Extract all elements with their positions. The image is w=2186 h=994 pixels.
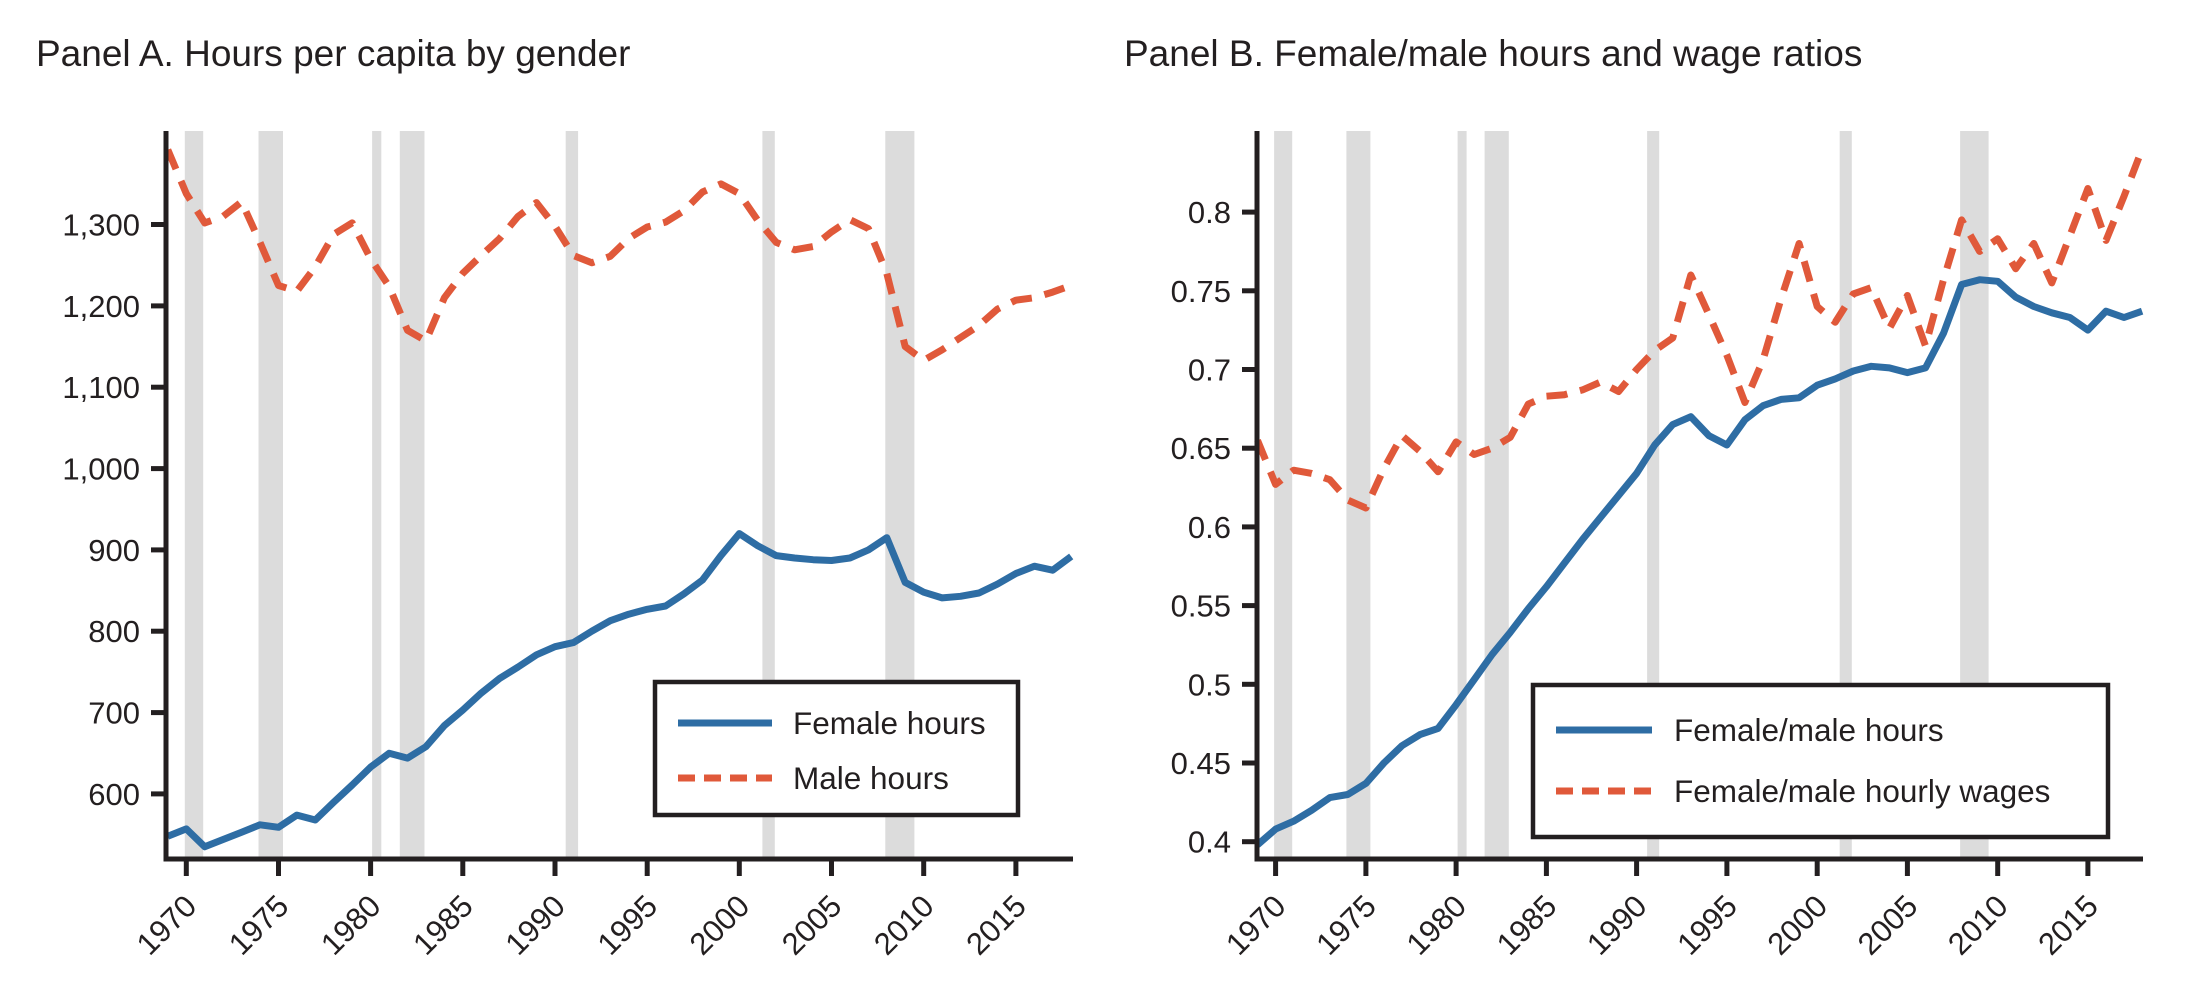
recession-band: [184, 131, 204, 859]
legend-label: Male hours: [793, 760, 949, 796]
recession-band: [1484, 131, 1509, 859]
x-tick-label: 1985: [406, 888, 480, 962]
legend-label: Female/male hours: [1674, 712, 1944, 748]
recession-band: [1346, 131, 1371, 859]
y-tick-label: 1,200: [62, 289, 140, 324]
recession-band: [1647, 131, 1660, 859]
x-tick-label: 1975: [1309, 888, 1383, 962]
y-tick-label: 1,000: [62, 452, 140, 487]
x-tick-label: 1980: [314, 888, 388, 962]
y-tick-label: 800: [88, 614, 140, 649]
recession-band: [1457, 131, 1467, 859]
y-tick-label: 900: [88, 533, 140, 568]
y-tick-label: 0.6: [1188, 510, 1231, 545]
y-tick-label: 1,300: [62, 208, 140, 243]
panel-a-legend: Female hours Male hours: [652, 679, 1021, 818]
y-tick-label: 700: [88, 696, 140, 731]
panel-a-chart: 600 700 800 900 1,000 1,100 1,200 1,300 1970 1975…: [62, 131, 1074, 962]
x-tick-label: 1980: [1400, 888, 1474, 962]
panel-a-title: Panel A. Hours per capita by gender: [36, 33, 631, 74]
series-line-female-male-hourly-wages: [1254, 147, 2146, 512]
legend-label: Female/male hourly wages: [1674, 773, 2050, 809]
recession-band: [762, 131, 775, 859]
series-line-female-male-hours: [1255, 276, 2144, 848]
panel-b-title: Panel B. Female/male hours and wage rati…: [1124, 33, 1863, 74]
x-tick-label: 2015: [959, 888, 1033, 962]
recession-band: [399, 131, 425, 859]
axis-lines: [163, 131, 1073, 862]
y-tick-label: 0.5: [1188, 667, 1231, 702]
recession-band: [565, 131, 579, 859]
x-tick-label: 1990: [1580, 888, 1654, 962]
x-tick-label: 1970: [1219, 888, 1293, 962]
series-line-male-hours: [164, 148, 1073, 364]
y-tick-label: 0.8: [1188, 195, 1231, 230]
x-tick-label: 2005: [1851, 888, 1925, 962]
y-tick-label: 0.55: [1171, 589, 1231, 624]
x-tick-label: 1970: [130, 888, 204, 962]
y-tick-label: 0.7: [1188, 353, 1231, 388]
x-tick-label: 1995: [591, 888, 665, 962]
legend-label: Female hours: [793, 705, 986, 741]
axis-lines: [1254, 131, 2143, 862]
x-tick-label: 2005: [775, 888, 849, 962]
y-tick-label: 600: [88, 777, 140, 812]
recession-band: [258, 131, 283, 859]
x-tick-label: 1985: [1490, 888, 1564, 962]
series-line-female-hours: [166, 530, 1074, 851]
x-tick-label: 1995: [1670, 888, 1744, 962]
y-tick-label: 0.75: [1171, 274, 1231, 309]
recession-band: [1274, 131, 1293, 859]
x-tick-label: 2000: [1761, 888, 1835, 962]
x-tick-label: 2010: [867, 888, 941, 962]
y-tick-label: 1,100: [62, 370, 140, 405]
y-tick-label: 0.4: [1188, 825, 1231, 860]
legend-box: [1530, 682, 2111, 840]
x-tick-label: 2010: [1941, 888, 2015, 962]
legend-box: [652, 679, 1021, 818]
x-tick-label: 2015: [2031, 888, 2105, 962]
y-tick-label: 0.65: [1171, 431, 1231, 466]
recession-band: [372, 131, 382, 859]
x-tick-label: 1990: [498, 888, 572, 962]
x-tick-label: 1975: [222, 888, 296, 962]
y-tick-label: 0.45: [1171, 746, 1231, 781]
x-tick-label: 2000: [683, 888, 757, 962]
panel-b-legend: Female/male hours Female/male hourly wage…: [1530, 682, 2111, 840]
